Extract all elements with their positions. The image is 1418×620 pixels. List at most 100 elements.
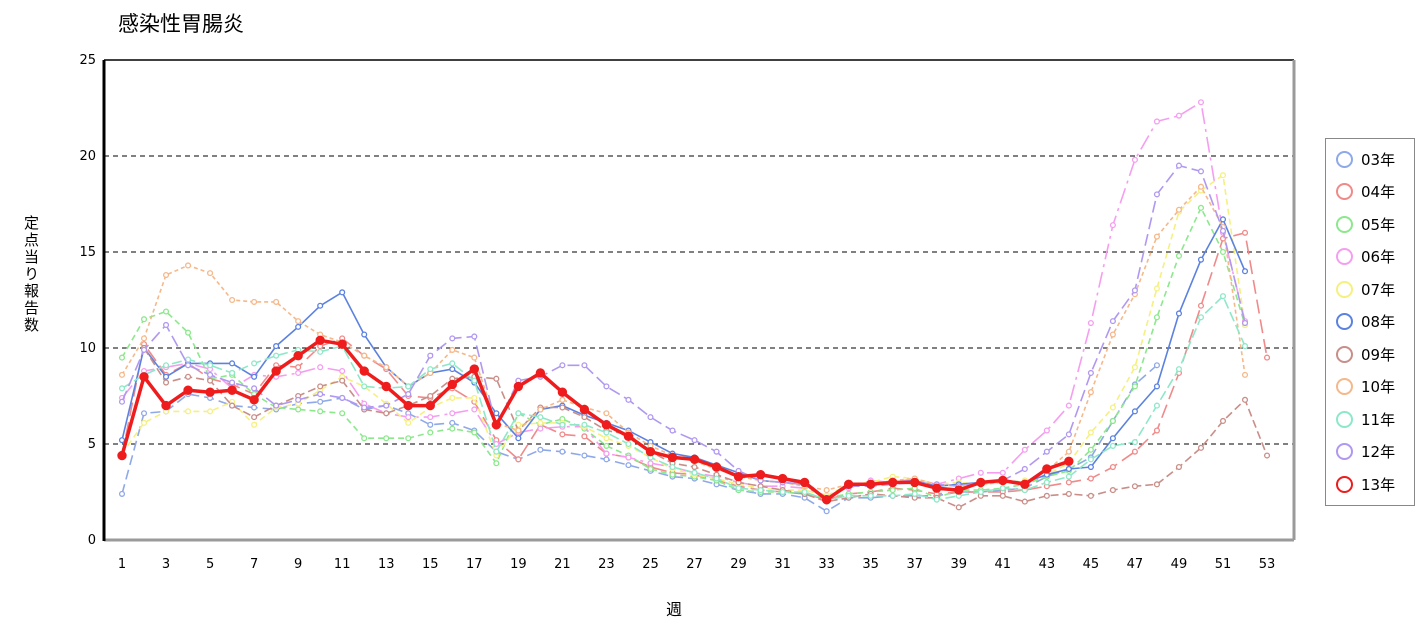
data-point (185, 373, 192, 380)
chart-title: 感染性胃腸炎 (118, 12, 244, 36)
data-point (427, 352, 434, 359)
data-point (954, 485, 964, 495)
data-point (447, 379, 457, 390)
legend-label: 05年 (1361, 215, 1396, 234)
series-line (121, 364, 1158, 512)
data-point (1131, 156, 1138, 163)
data-point (273, 402, 280, 409)
legend-item: 13年 (1336, 469, 1395, 499)
x-tick-label: 33 (818, 557, 835, 572)
legend-item: 07年 (1336, 274, 1395, 304)
data-point (1087, 429, 1094, 436)
data-point (1175, 366, 1183, 373)
data-point (932, 483, 942, 493)
data-point (910, 477, 920, 488)
data-point (691, 463, 698, 471)
data-point (207, 362, 214, 369)
data-point (537, 419, 544, 426)
legend-marker-icon (1336, 248, 1353, 265)
series-line (121, 218, 1246, 501)
data-point (1241, 371, 1249, 378)
data-point (229, 402, 236, 409)
data-point (1241, 229, 1249, 236)
legend-item: 03年 (1336, 144, 1395, 174)
x-tick-label: 1 (118, 557, 126, 572)
data-point (185, 408, 192, 415)
data-point (999, 469, 1006, 476)
data-point (1175, 463, 1183, 471)
data-point (427, 421, 434, 428)
data-point (1109, 417, 1116, 425)
data-point (162, 373, 170, 380)
data-point (493, 375, 500, 382)
data-point (689, 454, 700, 465)
data-point (1175, 252, 1183, 259)
data-point (1131, 448, 1138, 455)
data-point (405, 414, 412, 421)
data-point (251, 298, 258, 305)
legend-marker-icon (1336, 345, 1353, 363)
data-point (821, 494, 832, 505)
series-13年 (117, 335, 1074, 505)
data-point (691, 437, 698, 444)
legend-marker-icon (1336, 443, 1353, 460)
legend-marker-icon (1336, 410, 1353, 428)
data-point (537, 446, 544, 453)
data-point (383, 364, 390, 371)
data-point (625, 440, 632, 448)
data-point (1087, 319, 1094, 327)
data-point (449, 360, 456, 367)
data-point (513, 381, 524, 392)
data-point (251, 414, 258, 421)
data-point (755, 470, 766, 480)
data-point (559, 448, 566, 455)
legend-marker-icon (1336, 280, 1353, 298)
data-point (317, 302, 324, 309)
data-point (161, 400, 171, 411)
data-point (889, 492, 896, 499)
data-point (1175, 112, 1183, 119)
data-point (603, 383, 610, 390)
legend-item: 04年 (1336, 177, 1395, 207)
data-point (383, 410, 390, 417)
data-point (1197, 444, 1205, 451)
series-line (121, 295, 1246, 501)
data-point (603, 456, 610, 463)
data-point (295, 396, 302, 403)
data-point (1131, 439, 1138, 446)
data-point (427, 429, 434, 436)
data-point (1087, 446, 1094, 453)
data-point (295, 318, 302, 325)
data-point (733, 471, 744, 482)
data-point (405, 419, 412, 426)
series-line (121, 101, 1246, 497)
data-point (1241, 268, 1249, 275)
data-point (359, 366, 369, 376)
legend: 03年 04年 05年 06年 07年 08年 09年 10年 11年 12年 13年 (1325, 138, 1415, 506)
data-point (1042, 464, 1052, 474)
data-point (1043, 427, 1050, 434)
data-point (405, 383, 412, 390)
data-point (1175, 310, 1183, 317)
data-point (581, 452, 588, 459)
data-point (625, 454, 632, 461)
data-point (1131, 483, 1138, 490)
data-point (1219, 172, 1227, 179)
data-point (317, 383, 324, 390)
data-point (383, 435, 390, 442)
data-point (405, 435, 412, 442)
data-point (229, 360, 236, 367)
data-point (515, 427, 522, 434)
data-point (317, 364, 324, 371)
data-point (183, 385, 193, 395)
data-point (162, 271, 170, 279)
data-point (603, 429, 610, 436)
data-point (1043, 448, 1050, 455)
data-point (139, 372, 149, 382)
legend-item: 08年 (1336, 307, 1395, 337)
data-point (669, 427, 676, 434)
series-line (143, 347, 1268, 509)
series-09年 (140, 344, 1271, 511)
data-point (1153, 427, 1160, 434)
data-point (1109, 404, 1116, 411)
